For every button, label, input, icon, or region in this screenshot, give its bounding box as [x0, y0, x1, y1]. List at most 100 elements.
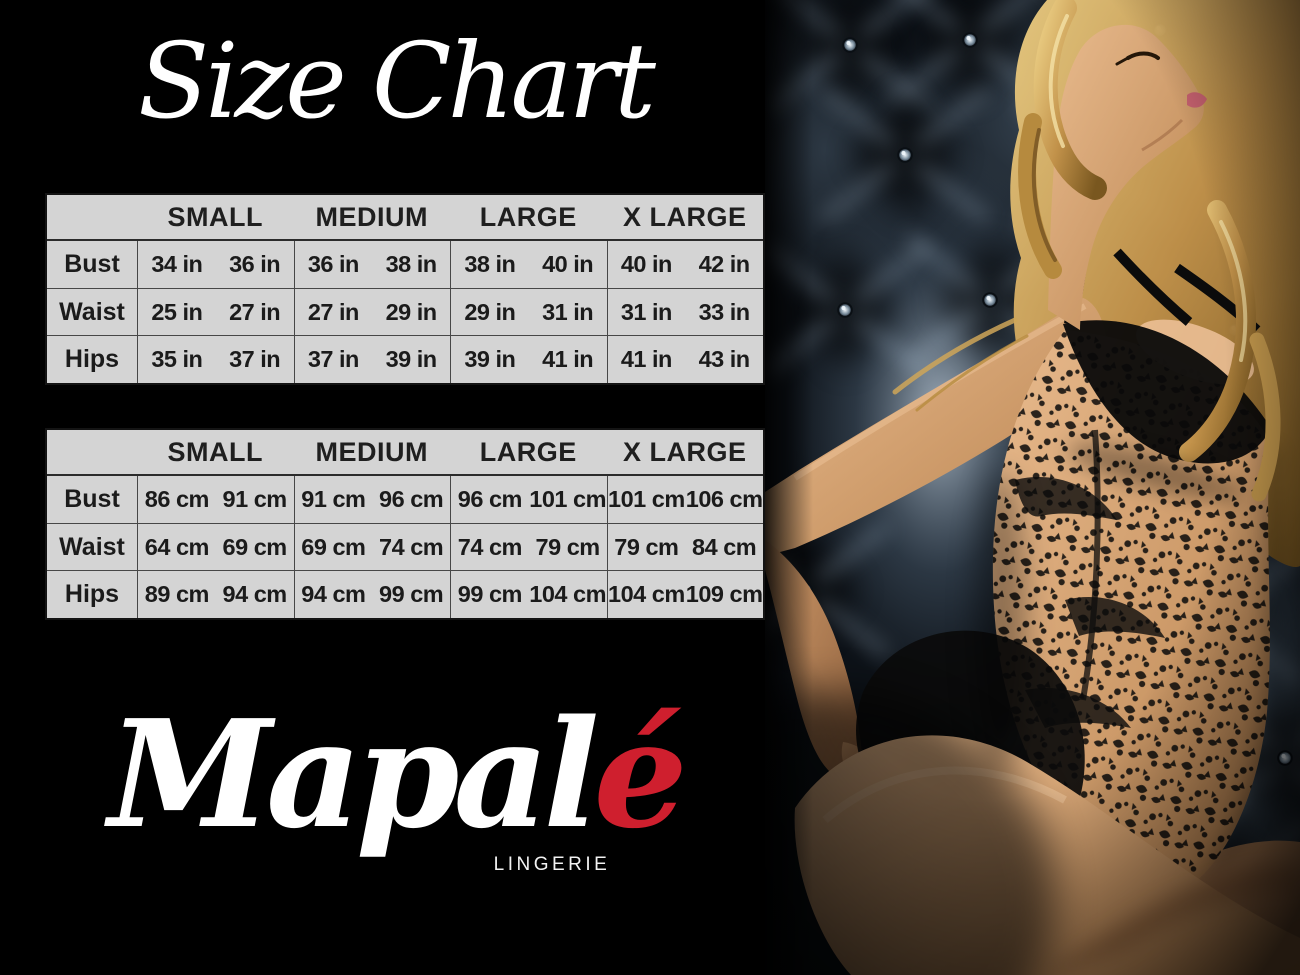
cell-hips-medium: 37 in 39 in [293, 336, 451, 384]
col-header-xlarge: X LARGE [622, 201, 747, 232]
col-header-large: LARGE [479, 201, 577, 232]
cell-bust-small: 34 in 36 in [137, 241, 294, 288]
cell-hips-xlarge: 41 in 43 in [606, 336, 764, 384]
value: 96 cm [379, 485, 444, 512]
cell-waist-small: 25 in 27 in [137, 288, 294, 336]
table-row-waist: Waist 25 in 27 in 27 in 29 in 29 in 31 i… [47, 287, 764, 336]
value: 38 in [464, 250, 516, 277]
table-corner-cell [47, 430, 137, 474]
brand-logo-text: Mapal [108, 687, 599, 861]
value: 101 cm [529, 485, 606, 512]
value: 29 in [385, 298, 438, 325]
table-row-bust: Bust 86 cm 91 cm 91 cm 96 cm 96 cm 101 c… [47, 476, 763, 523]
value: 104 cm [529, 581, 606, 608]
col-header-small: SMALL [167, 201, 263, 232]
value: 27 in [307, 298, 360, 325]
cell-waist-xlarge: 79 cm 84 cm [606, 523, 764, 571]
cell-waist-large: 29 in 31 in [450, 288, 607, 336]
brand-logo: Mapalé [0, 700, 790, 848]
cell-waist-large: 74 cm 79 cm [450, 523, 607, 571]
value: 79 cm [614, 533, 679, 560]
value: 109 cm [685, 581, 763, 608]
row-label-hips: Hips [64, 345, 120, 374]
cell-hips-small: 89 cm 94 cm [137, 571, 294, 619]
value: 69 cm [301, 533, 366, 560]
value: 104 cm [608, 581, 685, 608]
value: 101 cm [608, 485, 685, 512]
cell-hips-small: 35 in 37 in [137, 336, 294, 384]
col-header-large: LARGE [479, 436, 577, 467]
size-table-centimeters: SMALL MEDIUM LARGE X LARGE Bust 86 cm 91… [45, 428, 765, 620]
value: 36 in [307, 250, 360, 277]
row-label-bust: Bust [64, 484, 120, 513]
value: 43 in [698, 346, 751, 373]
value: 64 cm [144, 533, 210, 560]
value: 35 in [151, 346, 203, 373]
table-row-waist: Waist 64 cm 69 cm 69 cm 74 cm 74 cm 79 c… [47, 522, 764, 571]
value: 99 cm [379, 581, 444, 608]
cell-bust-large: 96 cm 101 cm [450, 476, 607, 523]
cell-bust-medium: 36 in 38 in [293, 241, 451, 288]
col-header-xlarge: X LARGE [622, 436, 747, 467]
cell-waist-medium: 27 in 29 in [293, 288, 451, 336]
value: 74 cm [457, 533, 523, 560]
value: 89 cm [144, 581, 210, 608]
value: 33 in [698, 298, 751, 325]
value: 79 cm [535, 533, 601, 560]
brand-logo-accent: é [593, 687, 688, 861]
value: 27 in [229, 298, 281, 325]
value: 94 cm [301, 581, 366, 608]
cell-bust-xlarge: 40 in 42 in [606, 241, 764, 288]
cell-hips-xlarge: 104 cm 109 cm [606, 571, 764, 619]
value: 38 in [385, 250, 438, 277]
cell-bust-medium: 91 cm 96 cm [293, 476, 451, 523]
value: 41 in [620, 346, 673, 373]
row-label-hips: Hips [64, 580, 120, 609]
value: 86 cm [144, 485, 210, 512]
col-header-small: SMALL [167, 436, 263, 467]
value: 31 in [620, 298, 673, 325]
value: 25 in [151, 298, 203, 325]
table-row-bust: Bust 34 in 36 in 36 in 38 in 38 in 40 in… [47, 241, 763, 288]
left-panel: Size Chart SMALL MEDIUM LARGE X LARGE Bu… [0, 20, 790, 875]
cell-hips-medium: 94 cm 99 cm [293, 571, 451, 619]
value: 34 in [151, 250, 203, 277]
value: 69 cm [222, 533, 288, 560]
value: 106 cm [685, 485, 763, 512]
value: 40 in [542, 250, 594, 277]
value: 39 in [464, 346, 516, 373]
cell-waist-medium: 69 cm 74 cm [293, 523, 451, 571]
value: 37 in [229, 346, 281, 373]
cell-bust-small: 86 cm 91 cm [137, 476, 294, 523]
cell-bust-xlarge: 101 cm 106 cm [606, 476, 764, 523]
value: 41 in [542, 346, 594, 373]
row-label-waist: Waist [59, 532, 125, 561]
size-table-inches: SMALL MEDIUM LARGE X LARGE Bust 34 in 36… [45, 193, 765, 385]
value: 96 cm [457, 485, 523, 512]
value: 84 cm [692, 533, 757, 560]
value: 29 in [464, 298, 516, 325]
value: 94 cm [222, 581, 288, 608]
value: 40 in [620, 250, 673, 277]
model-photo [765, 0, 1300, 975]
value: 42 in [698, 250, 751, 277]
brand-subtitle: LINGERIE [493, 854, 611, 875]
col-header-medium: MEDIUM [315, 436, 428, 467]
row-label-bust: Bust [64, 249, 120, 278]
value: 91 cm [222, 485, 288, 512]
table-row-hips: Hips 35 in 37 in 37 in 39 in 39 in 41 in… [47, 335, 764, 384]
table-header-row: SMALL MEDIUM LARGE X LARGE [47, 195, 763, 241]
value: 74 cm [379, 533, 444, 560]
row-label-waist: Waist [59, 297, 125, 326]
table-header-row: SMALL MEDIUM LARGE X LARGE [47, 430, 763, 476]
cell-waist-xlarge: 31 in 33 in [606, 288, 764, 336]
col-header-medium: MEDIUM [315, 201, 428, 232]
photo-vignette [765, 0, 1300, 975]
table-corner-cell [47, 195, 137, 239]
table-row-hips: Hips 89 cm 94 cm 94 cm 99 cm 99 cm 104 c… [47, 570, 764, 619]
value: 39 in [385, 346, 438, 373]
value: 37 in [307, 346, 360, 373]
value: 91 cm [301, 485, 366, 512]
page-title: Size Chart [138, 20, 656, 142]
